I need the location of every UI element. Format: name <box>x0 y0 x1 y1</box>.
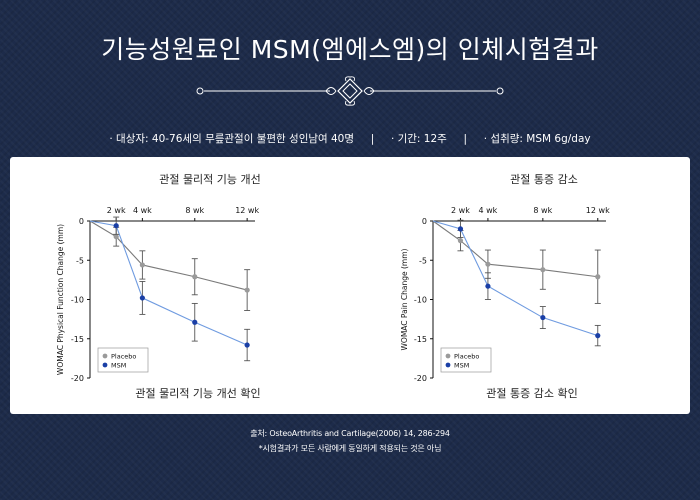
series-line-placebo <box>432 220 598 278</box>
legend-marker-msm <box>445 362 451 368</box>
chart-title: 관절 물리적 기능 개선 <box>159 173 261 186</box>
y-tick-label: -15 <box>414 335 427 344</box>
chart-title: 관절 통증 감소 <box>510 173 578 186</box>
legend-marker-placebo <box>102 353 108 359</box>
y-tick-label: -10 <box>414 296 427 305</box>
source-citation: 출처: OsteoArthritis and Cartilage(2006) 1… <box>250 429 450 438</box>
x-tick-label: 12 wk <box>586 206 610 215</box>
y-tick-label: 0 <box>422 217 427 226</box>
data-point-placebo <box>113 234 119 240</box>
ornament-divider <box>196 76 504 106</box>
data-point-msm <box>244 342 250 348</box>
study-info: · 대상자: 40-76세의 무릎관절이 불편한 성인남여 40명 | · 기간… <box>109 133 591 145</box>
data-point-msm <box>139 295 145 301</box>
x-tick-label: 4 wk <box>133 206 152 215</box>
data-point-placebo <box>244 287 250 293</box>
x-tick-label: 4 wk <box>479 206 498 215</box>
data-point-placebo <box>139 262 145 268</box>
y-tick-label: -5 <box>76 256 84 265</box>
data-point-placebo <box>540 267 546 273</box>
page-title: 기능성원료인 MSM(엠에스엠)의 인체시험결과 <box>101 35 599 64</box>
data-point-msm <box>485 283 491 289</box>
data-point-msm <box>192 319 198 325</box>
x-tick-label: 8 wk <box>185 206 204 215</box>
legend-box <box>440 347 492 373</box>
y-tick-label: 0 <box>79 217 84 226</box>
series-line-placebo <box>89 220 248 291</box>
legend-label: MSM <box>111 361 126 369</box>
disclaimer-note: *시험결과가 모든 사람에게 동일하게 적용되는 것은 아님 <box>258 444 442 453</box>
y-tick-label: -15 <box>71 335 84 344</box>
y-tick-label: -20 <box>71 374 84 383</box>
legend-label: MSM <box>454 361 469 369</box>
chart-caption: 관절 통증 감소 확인 <box>486 387 577 400</box>
y-axis-label: WOMAC Physical Function Change (mm) <box>56 224 65 375</box>
data-point-msm <box>457 226 464 232</box>
x-tick-label: 2 wk <box>451 206 470 215</box>
data-point-msm <box>113 223 119 229</box>
x-tick-label: 2 wk <box>107 206 126 215</box>
legend-box <box>97 347 149 373</box>
data-point-placebo <box>485 261 491 267</box>
y-tick-label: -10 <box>71 296 84 305</box>
legend-marker-msm <box>102 362 108 368</box>
data-point-msm <box>595 333 601 339</box>
y-axis-label: WOMAC Pain Change (mm) <box>400 248 409 350</box>
chart-caption: 관절 물리적 기능 개선 확인 <box>135 387 260 400</box>
x-tick-label: 12 wk <box>235 206 259 215</box>
legend-label: Placebo <box>454 352 479 360</box>
data-point-msm <box>540 314 546 321</box>
x-tick-label: 8 wk <box>533 206 552 215</box>
y-tick-label: -5 <box>419 256 427 265</box>
legend-label: Placebo <box>111 352 136 360</box>
series-line-msm <box>89 220 248 346</box>
data-point-placebo <box>457 238 464 244</box>
y-tick-label: -20 <box>414 374 427 383</box>
data-point-placebo <box>192 274 198 280</box>
legend-marker-placebo <box>445 353 451 359</box>
data-point-placebo <box>595 274 601 280</box>
